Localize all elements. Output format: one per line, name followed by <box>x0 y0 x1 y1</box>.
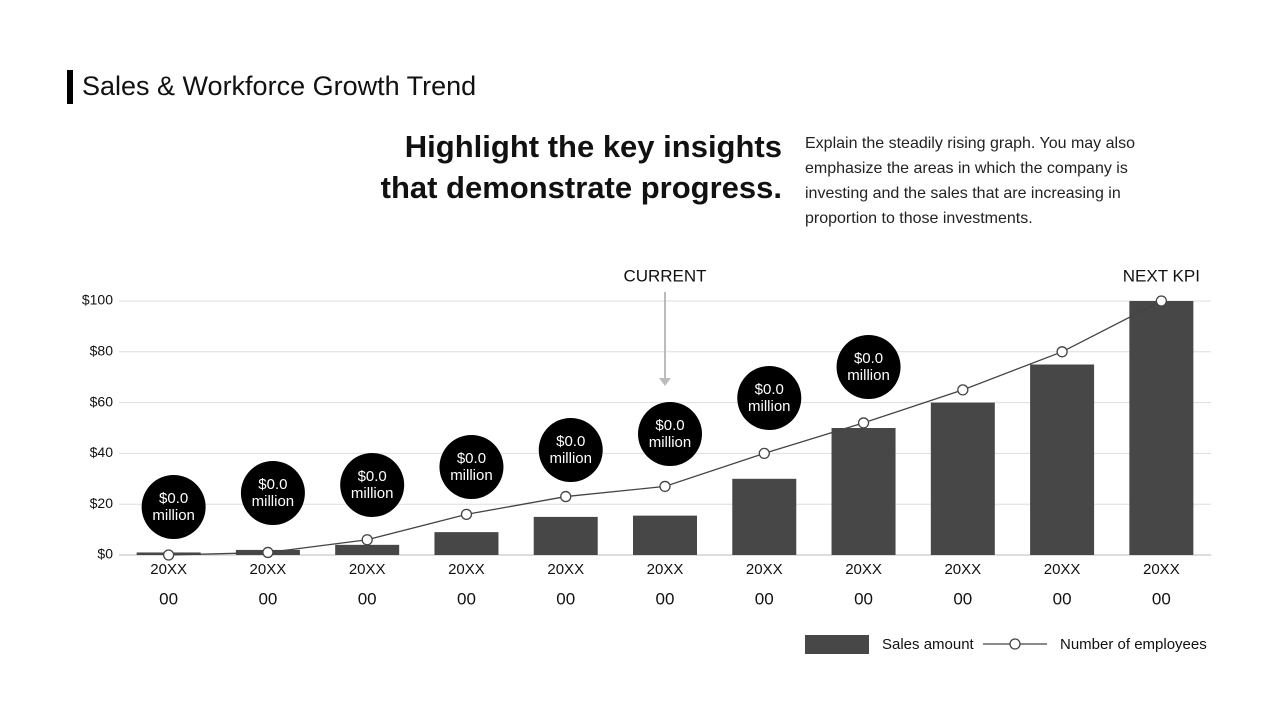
x-tick-sublabel: 00 <box>755 589 774 608</box>
callout-text: million <box>649 434 692 451</box>
x-tick-label: 20XX <box>250 561 287 578</box>
line-point <box>262 546 274 559</box>
line-point <box>758 447 770 460</box>
callout-text: $0.0 <box>457 450 486 467</box>
x-tick-label: 20XX <box>647 561 684 578</box>
description: Explain the steadily rising graph. You m… <box>805 135 1135 227</box>
x-tick-label: 20XX <box>547 561 584 578</box>
x-tick-sublabel: 00 <box>953 589 972 608</box>
callout-bubble <box>340 453 405 517</box>
callout-text: $0.0 <box>755 381 784 398</box>
legend-label: Number of employees <box>1060 636 1207 653</box>
line-point <box>361 534 373 546</box>
callout-text: $0.0 <box>358 468 387 485</box>
annotation-arrowhead <box>659 378 671 386</box>
line-point <box>460 508 473 521</box>
annotation: NEXT KPI <box>1123 266 1200 285</box>
bar <box>831 428 896 555</box>
bar <box>434 532 499 555</box>
x-tick-label: 20XX <box>1044 561 1081 578</box>
x-tick-label: 20XX <box>150 561 187 578</box>
callout-bubble <box>439 435 504 499</box>
x-tick-label: 20XX <box>349 561 386 578</box>
callout-text: $0.0 <box>556 433 585 450</box>
y-tick-label: $60 <box>90 393 114 409</box>
callout-bubble <box>638 402 702 466</box>
bar <box>732 478 797 555</box>
bar <box>335 544 400 555</box>
y-tick-label: $80 <box>90 343 114 359</box>
headline: that demonstrate progress. <box>381 170 782 205</box>
x-tick-label: 20XX <box>746 561 783 578</box>
legend-label: Sales amount <box>882 636 975 653</box>
line-point <box>1155 295 1168 307</box>
x-tick-sublabel: 00 <box>656 589 675 608</box>
line-point <box>659 480 671 493</box>
y-tick-label: $40 <box>90 444 114 460</box>
line-point <box>857 417 870 429</box>
callout-text: million <box>252 493 295 510</box>
bar <box>633 515 697 555</box>
callout-text: million <box>450 467 493 484</box>
y-tick-label: $20 <box>90 495 114 511</box>
legend-swatch <box>805 635 869 654</box>
bar <box>1030 364 1095 555</box>
callout-bubble <box>141 475 206 539</box>
x-tick-sublabel: 00 <box>556 589 575 608</box>
headline: Highlight the key insights <box>405 129 782 164</box>
x-tick-sublabel: 00 <box>1053 589 1072 608</box>
x-tick-sublabel: 00 <box>358 589 377 608</box>
bar <box>533 516 598 555</box>
title-accent <box>67 70 73 104</box>
bar <box>930 402 995 555</box>
x-tick-label: 20XX <box>944 561 981 578</box>
callout-text: million <box>748 398 791 415</box>
callout-text: million <box>549 450 592 467</box>
x-tick-sublabel: 00 <box>1152 589 1171 608</box>
chart-title: Sales & Workforce Growth Trend <box>82 71 476 101</box>
line-point <box>162 549 175 561</box>
x-tick-label: 20XX <box>1143 561 1180 578</box>
callout-text: $0.0 <box>159 490 188 507</box>
legend-swatch <box>1009 638 1021 650</box>
x-tick-sublabel: 00 <box>159 589 178 608</box>
callout-text: million <box>152 507 195 524</box>
line-point <box>1056 346 1068 358</box>
callout-text: $0.0 <box>655 417 684 434</box>
callout-bubble <box>538 418 603 482</box>
x-tick-sublabel: 00 <box>457 589 476 608</box>
callout-text: $0.0 <box>258 476 287 493</box>
x-tick-label: 20XX <box>845 561 882 578</box>
callout-bubble <box>240 461 305 525</box>
bar <box>1129 301 1194 555</box>
callout-text: $0.0 <box>854 350 883 367</box>
y-tick-label: $0 <box>97 546 113 562</box>
annotation: CURRENT <box>623 266 706 285</box>
callout-text: million <box>351 485 394 502</box>
x-tick-sublabel: 00 <box>854 589 873 608</box>
line-point <box>560 490 572 503</box>
callout-bubble <box>836 335 901 399</box>
line-point <box>957 384 969 396</box>
x-tick-label: 20XX <box>448 561 485 578</box>
x-tick-sublabel: 00 <box>258 589 277 608</box>
callout-text: million <box>847 367 890 384</box>
y-tick-label: $100 <box>82 292 113 308</box>
callout-bubble <box>737 366 802 430</box>
